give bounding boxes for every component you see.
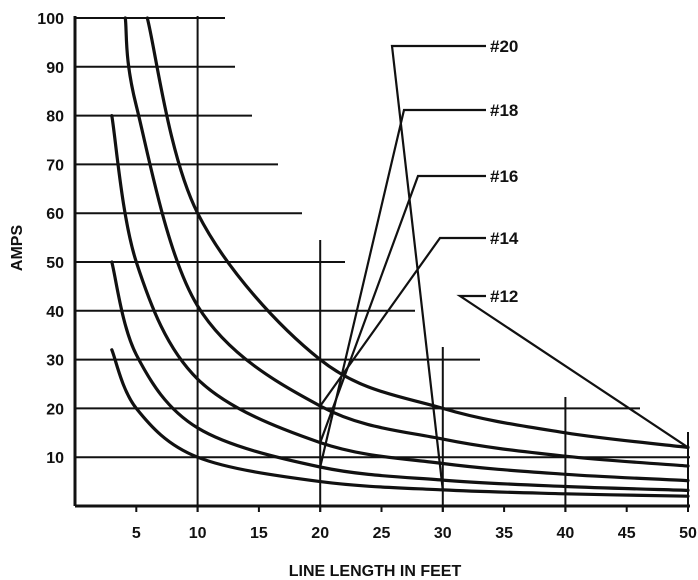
x-tick-label: 15 [250, 525, 268, 542]
x-tick-label: 45 [618, 525, 636, 542]
y-tick-label: 30 [46, 353, 64, 370]
series-label: #18 [490, 101, 518, 120]
x-tick-label: 10 [189, 525, 207, 542]
y-tick-label: 80 [46, 109, 64, 126]
series-label: #14 [490, 229, 519, 248]
label-leader-line [319, 108, 486, 468]
label-leader-line [319, 236, 486, 407]
series-curve [110, 260, 690, 492]
y-tick-label: 100 [37, 11, 64, 28]
series-curve [145, 16, 690, 449]
x-tick-label: 25 [373, 525, 391, 542]
y-tick-label: 70 [46, 157, 64, 174]
series-label: #20 [490, 37, 518, 56]
x-axis-title: LINE LENGTH IN FEET [289, 563, 462, 580]
series-curves [110, 16, 690, 498]
label-leader-line [456, 294, 689, 449]
y-tick-label: 40 [46, 304, 64, 321]
series-curve [110, 348, 690, 498]
y-tick-label: 10 [46, 450, 64, 467]
x-tick-label: 20 [311, 525, 329, 542]
label-leaders: #20 #18 #16 #14 #12 [319, 37, 689, 491]
axes [73, 16, 690, 512]
x-tick-label: 5 [132, 525, 141, 542]
tick-labels: 10 20 30 40 50 60 70 80 90 100 5 10 15 20 25 30 35 40 45 50 [37, 11, 697, 542]
y-tick-label: 60 [46, 206, 64, 223]
series-curve [123, 16, 690, 468]
y-tick-label: 50 [46, 255, 64, 272]
y-axis-title: AMPS [9, 225, 26, 272]
x-tick-label: 40 [557, 525, 575, 542]
x-tick-label: 35 [495, 525, 513, 542]
y-tick-label: 20 [46, 401, 64, 418]
series-label: #16 [490, 167, 518, 186]
series-label: #12 [490, 287, 518, 306]
y-tick-label: 90 [46, 60, 64, 77]
label-leader-line [319, 174, 486, 443]
x-tick-label: 50 [679, 525, 697, 542]
label-leader-line [390, 44, 486, 491]
x-tick-label: 30 [434, 525, 452, 542]
series-curve [110, 114, 690, 483]
